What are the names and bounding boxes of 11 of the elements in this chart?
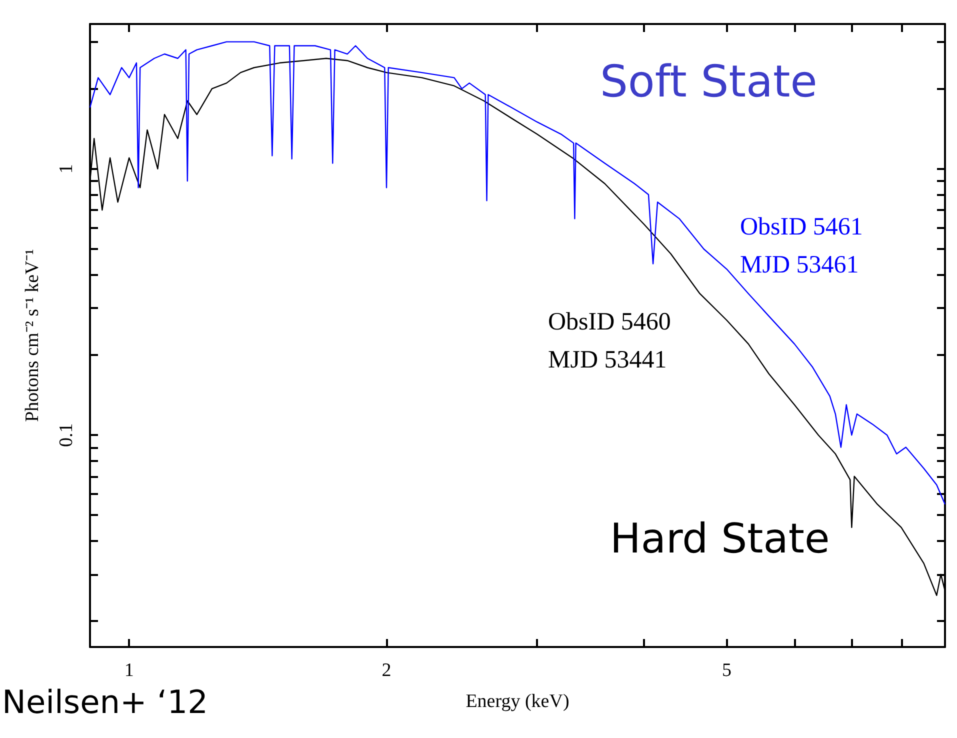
annotation: Hard State bbox=[610, 514, 830, 562]
y-axis-title: Photons cm⁻² s⁻¹ keV⁻¹ bbox=[22, 248, 43, 422]
annotation: Soft State bbox=[600, 56, 818, 108]
series-label: ObsID 5461 MJD 53461 bbox=[740, 214, 863, 278]
y-tick-label: 0.1 bbox=[56, 423, 77, 447]
series-label: ObsID 5460 MJD 53441 bbox=[548, 308, 671, 374]
x-tick-label: 2 bbox=[382, 660, 392, 681]
x-axis-title: Energy (keV) bbox=[466, 691, 570, 712]
text: Neilsen+ ‘12 bbox=[2, 683, 208, 721]
x-tick-label: 5 bbox=[722, 660, 732, 681]
x-tick-label: 1 bbox=[124, 660, 134, 681]
